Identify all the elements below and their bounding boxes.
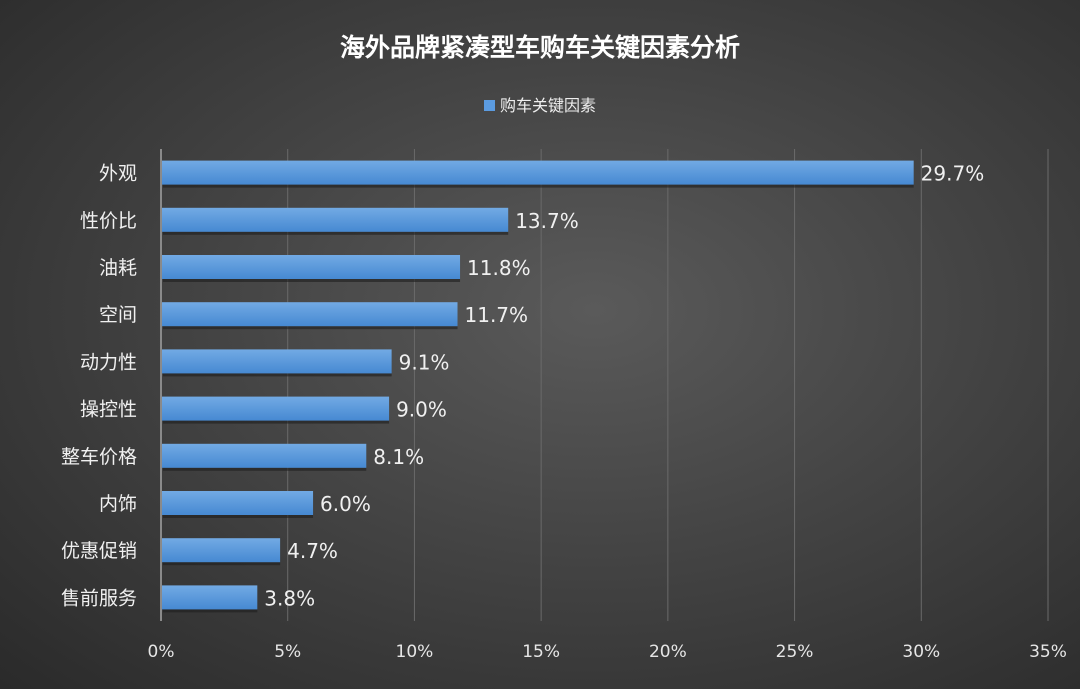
data-label: 9.1% — [399, 350, 450, 374]
data-label: 9.0% — [396, 398, 447, 422]
bar-shadow — [163, 515, 314, 518]
bar-shadow — [163, 609, 258, 613]
bar-shadow — [163, 562, 281, 566]
data-label: 13.7% — [515, 209, 579, 233]
bar-shadow — [163, 184, 914, 188]
x-tick-label: 30% — [902, 642, 940, 662]
bar — [162, 160, 914, 185]
category-label: 售前服务 — [61, 587, 137, 609]
bar — [162, 207, 509, 232]
bar-shadow — [163, 373, 392, 377]
x-tick-label: 5% — [274, 642, 301, 662]
x-tick-label: 25% — [776, 642, 814, 662]
bar — [162, 443, 367, 468]
data-label: 4.7% — [287, 539, 338, 563]
bar — [162, 302, 458, 327]
bar-shadow — [163, 279, 461, 282]
category-label: 整车价格 — [61, 446, 137, 468]
bar — [162, 538, 281, 563]
bar-shadow — [163, 420, 390, 424]
category-label: 内饰 — [99, 493, 137, 515]
data-label: 6.0% — [320, 492, 371, 516]
chart-title: 海外品牌紧凑型车购车关键因素分析 — [339, 33, 740, 62]
category-label: 优惠促销 — [61, 540, 137, 562]
category-label: 外观 — [99, 163, 137, 185]
x-tick-label: 15% — [522, 642, 560, 662]
data-label: 11.7% — [465, 303, 529, 327]
bar — [162, 585, 258, 610]
bar — [162, 349, 392, 374]
x-tick-label: 35% — [1029, 642, 1067, 662]
bar-shadow — [163, 231, 509, 235]
category-label: 动力性 — [80, 351, 137, 373]
category-label: 油耗 — [99, 257, 137, 279]
bar-shadow — [163, 467, 367, 471]
data-label: 11.8% — [467, 256, 531, 280]
x-tick-label: 20% — [649, 642, 687, 662]
data-label: 8.1% — [373, 445, 424, 469]
data-label: 29.7% — [921, 162, 985, 186]
x-tick-label: 0% — [148, 642, 175, 662]
bar — [162, 255, 461, 279]
bar — [162, 491, 314, 515]
data-label: 3.8% — [264, 586, 315, 610]
legend: 购车关键因素 — [0, 92, 1080, 116]
category-label: 操控性 — [80, 399, 137, 421]
bar-shadow — [163, 326, 458, 330]
x-tick-label: 10% — [396, 642, 434, 662]
legend-label: 购车关键因素 — [499, 96, 596, 115]
category-label: 性价比 — [80, 210, 137, 232]
legend-swatch — [483, 100, 495, 111]
bar — [162, 396, 390, 421]
category-label: 空间 — [99, 304, 137, 326]
